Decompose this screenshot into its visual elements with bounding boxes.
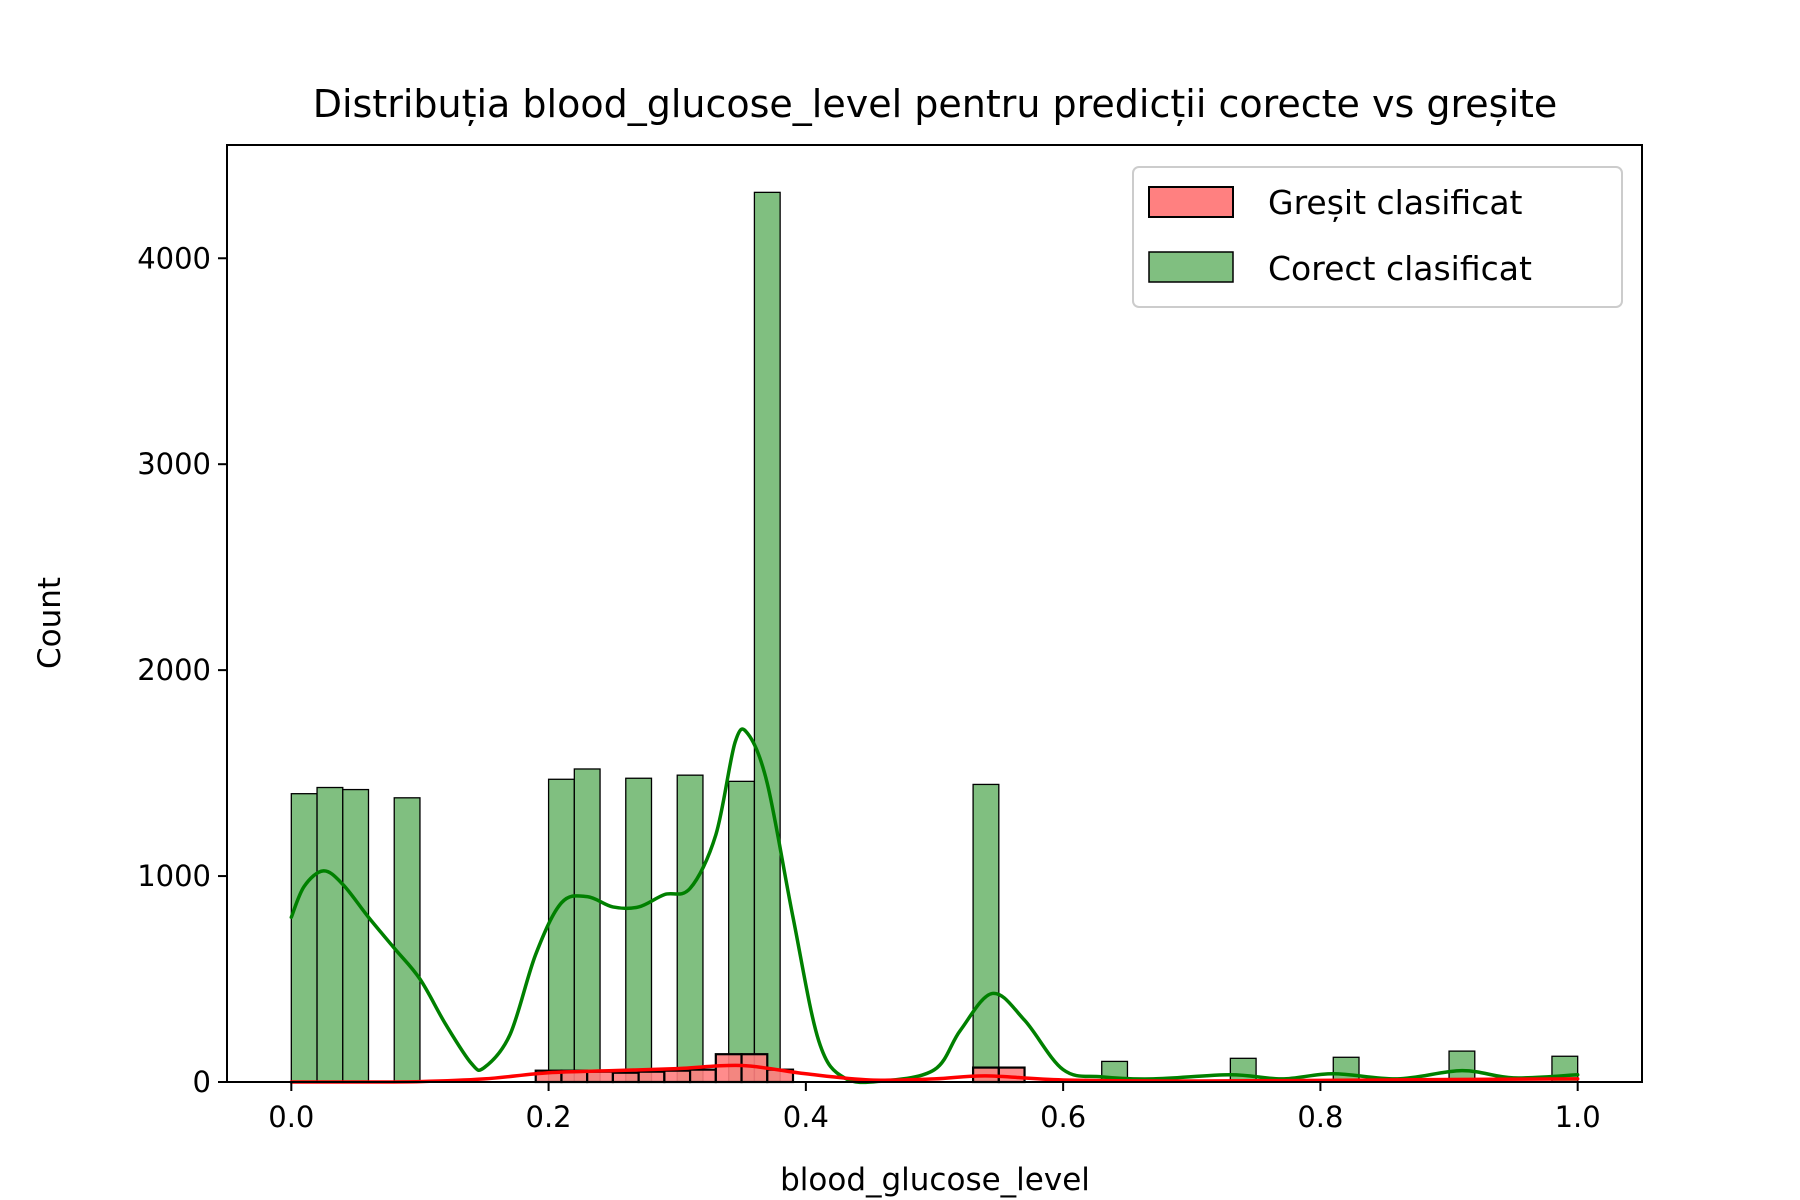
x-axis: 0.0 0.2 0.4 0.6 0.8 1.0 <box>268 1082 1601 1134</box>
y-axis: 0 1000 2000 3000 4000 <box>137 241 227 1099</box>
bar-correct-14 <box>1448 1050 1476 1083</box>
x-tick-label: 0.0 <box>268 1100 314 1134</box>
bar-correct-4 <box>547 778 575 1083</box>
bar-correct-10 <box>972 783 1000 1083</box>
bar-misclassified-4 <box>637 1070 666 1084</box>
bar-misclassified-3 <box>611 1071 640 1084</box>
y-tick-label: 0 <box>193 1065 211 1099</box>
bar-correct-2 <box>342 788 370 1083</box>
legend-swatch-misclassified <box>1148 186 1234 218</box>
legend-label-correct: Corect clasificat <box>1268 249 1532 288</box>
bar-correct-0 <box>290 793 318 1083</box>
plot-frame <box>226 144 1643 1083</box>
bar-correct-6 <box>625 777 653 1083</box>
kde-layer <box>289 727 1580 1085</box>
legend-swatch-correct <box>1148 251 1234 283</box>
kde-line-misclassified <box>289 1063 1580 1084</box>
x-tick-label: 1.0 <box>1555 1100 1601 1134</box>
bars-layer <box>290 191 1579 1084</box>
bar-misclassified-6 <box>688 1068 717 1084</box>
legend-label-misclassified: Greșit clasificat <box>1268 183 1523 222</box>
bar-misclassified-7 <box>714 1053 743 1084</box>
x-axis-title: blood_glucose_level <box>780 1162 1090 1198</box>
x-tick-label: 0.8 <box>1297 1100 1343 1134</box>
bar-misclassified-2 <box>586 1070 615 1084</box>
x-tick-label: 0.2 <box>526 1100 572 1134</box>
x-tick-label: 0.4 <box>783 1100 829 1134</box>
kde-line-correct <box>289 727 1580 1085</box>
y-tick-label: 4000 <box>137 241 211 275</box>
bar-correct-12 <box>1229 1057 1257 1083</box>
legend-box <box>1132 166 1623 308</box>
bar-correct-9 <box>753 191 781 1083</box>
bar-correct-7 <box>676 774 704 1083</box>
chart-title: Distribuția blood_glucose_level pentru p… <box>313 82 1558 126</box>
bar-correct-5 <box>573 768 601 1083</box>
bar-correct-8 <box>728 780 756 1083</box>
y-tick-label: 3000 <box>137 447 211 481</box>
y-tick-label: 2000 <box>137 653 211 687</box>
y-tick-label: 1000 <box>137 859 211 893</box>
bar-misclassified-5 <box>663 1069 692 1084</box>
bar-correct-13 <box>1332 1056 1360 1083</box>
legend: Greșit clasificat Corect clasificat <box>1132 166 1623 308</box>
bar-correct-3 <box>393 797 421 1083</box>
bar-correct-1 <box>316 786 344 1083</box>
y-axis-title: Count <box>32 577 68 669</box>
x-tick-label: 0.6 <box>1040 1100 1086 1134</box>
